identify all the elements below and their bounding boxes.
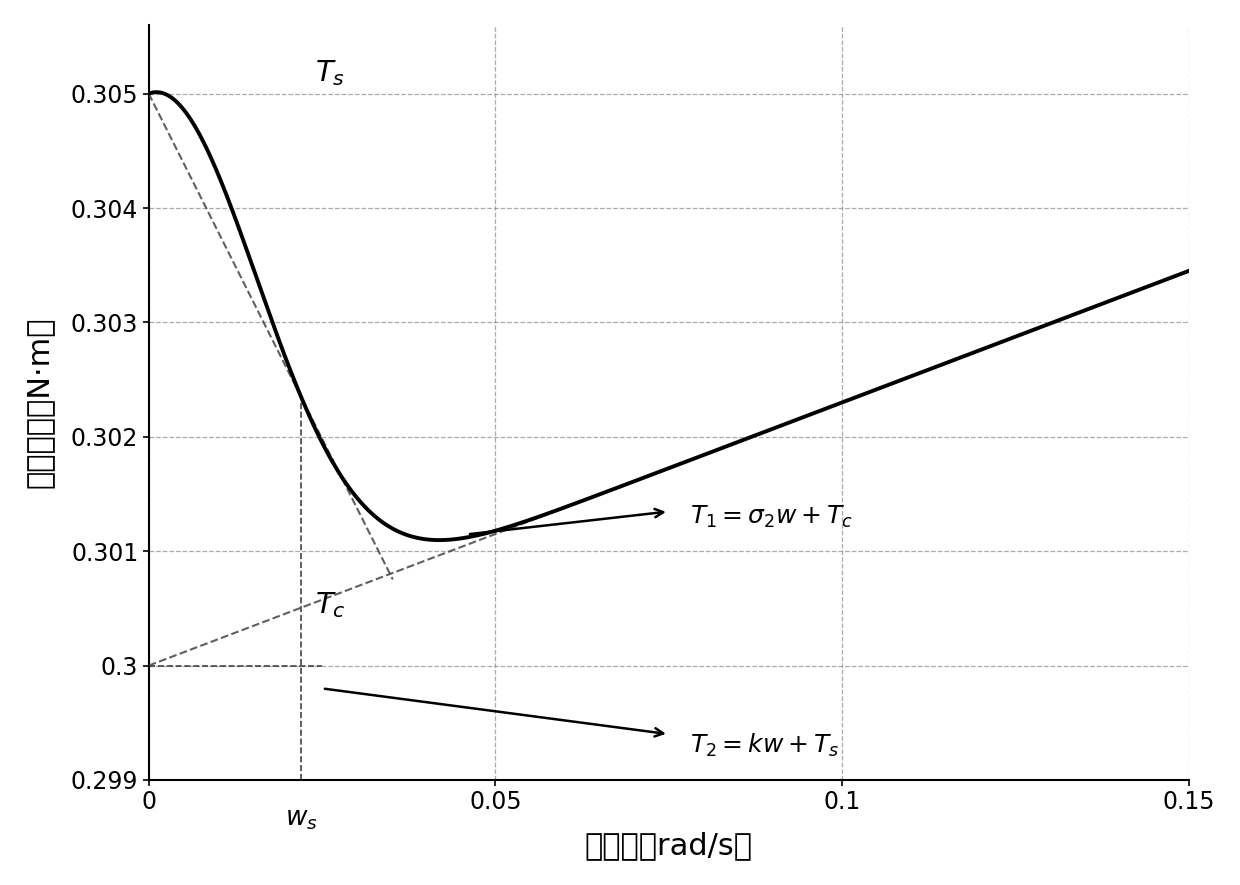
X-axis label: 角速度（rad/s）: 角速度（rad/s） (585, 831, 753, 860)
Text: $T_s$: $T_s$ (315, 58, 345, 88)
Text: $T_2=kw+T_s$: $T_2=kw+T_s$ (689, 732, 839, 759)
Y-axis label: 摩擦力矩（N·m）: 摩擦力矩（N·m） (25, 317, 55, 489)
Text: $T_c$: $T_c$ (315, 590, 346, 620)
Text: $w_s$: $w_s$ (285, 806, 317, 832)
Text: $T_1=\sigma_2 w+T_c$: $T_1=\sigma_2 w+T_c$ (689, 504, 853, 530)
